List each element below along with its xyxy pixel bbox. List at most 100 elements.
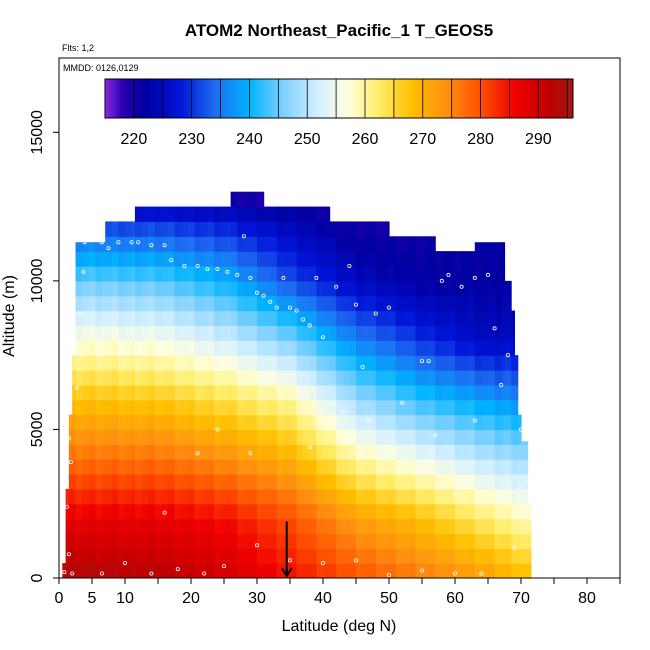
observation-point bbox=[149, 243, 154, 248]
heat-cell bbox=[290, 280, 298, 297]
heat-cell bbox=[422, 325, 430, 341]
heat-cell bbox=[389, 295, 397, 312]
heat-cell bbox=[220, 310, 228, 327]
x-tick-label: 30 bbox=[248, 590, 266, 607]
heat-cell bbox=[134, 563, 143, 578]
heat-cell bbox=[303, 488, 311, 505]
colorbar-segment bbox=[306, 79, 311, 118]
colorbar-segment bbox=[265, 79, 270, 118]
heat-cell bbox=[303, 384, 311, 401]
heat-cell bbox=[82, 310, 90, 327]
heat-cell bbox=[75, 384, 83, 401]
heat-cell bbox=[200, 266, 209, 282]
heat-cell bbox=[257, 236, 265, 252]
heat-cell bbox=[356, 370, 364, 386]
heat-cell bbox=[474, 266, 482, 282]
heat-cell bbox=[349, 355, 357, 371]
x-tick-label: 5 bbox=[88, 590, 97, 607]
heat-cell bbox=[82, 429, 90, 445]
heat-cell bbox=[118, 414, 126, 431]
heat-cell bbox=[517, 488, 522, 505]
heat-cell bbox=[501, 533, 506, 549]
heat-cell bbox=[263, 340, 271, 356]
heat-cell bbox=[448, 399, 456, 416]
heat-cell bbox=[517, 474, 522, 490]
heat-cell bbox=[290, 236, 298, 252]
heat-cell bbox=[481, 518, 489, 535]
heat-cell bbox=[283, 444, 291, 460]
heat-cell bbox=[181, 533, 189, 549]
heat-cell bbox=[263, 295, 271, 312]
heat-cell bbox=[441, 310, 449, 327]
heat-cell bbox=[342, 563, 350, 578]
heat-cell bbox=[474, 474, 482, 490]
observation-point bbox=[248, 451, 253, 456]
heat-cell bbox=[88, 325, 96, 341]
colorbar-segment bbox=[517, 79, 521, 118]
heat-cell bbox=[134, 459, 143, 475]
heat-cell bbox=[187, 399, 195, 416]
heat-cell bbox=[290, 206, 298, 223]
heat-cell bbox=[283, 325, 291, 341]
heat-cell bbox=[214, 221, 222, 237]
heat-cell bbox=[356, 310, 364, 327]
heat-cell bbox=[194, 414, 202, 431]
heat-cell bbox=[105, 518, 113, 535]
heat-cell bbox=[187, 429, 195, 445]
observation-point bbox=[499, 382, 504, 387]
heat-cell bbox=[154, 384, 162, 401]
heat-cell bbox=[220, 340, 228, 356]
heat-cell bbox=[474, 548, 482, 564]
heat-cell bbox=[375, 340, 383, 356]
heat-cell bbox=[283, 459, 291, 475]
heat-cell bbox=[309, 355, 317, 371]
heat-cell bbox=[111, 503, 119, 520]
heat-cell bbox=[435, 503, 443, 520]
heat-cell bbox=[461, 444, 469, 460]
heat-cell bbox=[276, 474, 284, 490]
heat-cell bbox=[207, 280, 215, 297]
heat-cell bbox=[131, 414, 136, 431]
colorbar-segment bbox=[514, 79, 518, 118]
heat-cell bbox=[369, 503, 377, 520]
heat-cell bbox=[408, 474, 416, 490]
heat-cell bbox=[134, 340, 143, 356]
observation-point bbox=[205, 266, 210, 271]
heat-cell bbox=[125, 503, 133, 520]
heat-cell bbox=[154, 414, 162, 431]
heat-cell bbox=[263, 280, 271, 297]
heat-cell bbox=[468, 563, 476, 578]
heat-cell bbox=[227, 251, 232, 267]
heat-cell bbox=[200, 384, 209, 401]
heat-cell bbox=[220, 221, 228, 237]
heat-cell bbox=[494, 266, 502, 282]
heat-cell bbox=[488, 280, 496, 297]
heat-cell bbox=[95, 370, 103, 386]
heat-cell bbox=[181, 399, 189, 416]
heat-cell bbox=[362, 221, 370, 237]
heat-cell bbox=[481, 295, 489, 312]
heat-cell bbox=[448, 340, 456, 356]
heat-cell bbox=[336, 310, 344, 327]
heat-cell bbox=[329, 429, 337, 445]
colorbar-segment bbox=[274, 79, 279, 118]
heat-cell bbox=[131, 444, 136, 460]
observation-point bbox=[281, 275, 286, 280]
observation-point bbox=[353, 558, 358, 563]
heat-cell bbox=[375, 251, 383, 267]
heat-cell bbox=[408, 429, 416, 445]
heat-cell bbox=[501, 459, 506, 475]
heat-cell bbox=[161, 325, 169, 341]
heat-cell bbox=[369, 370, 377, 386]
heat-cell bbox=[111, 236, 119, 252]
heat-cell bbox=[131, 399, 136, 416]
heat-cell bbox=[276, 533, 284, 549]
heat-cell bbox=[237, 518, 245, 535]
colorbar-segment bbox=[473, 79, 477, 118]
heat-cell bbox=[521, 503, 529, 520]
heat-cell bbox=[336, 355, 344, 371]
heat-cell bbox=[375, 384, 383, 401]
heat-cell bbox=[134, 399, 143, 416]
heat-cell bbox=[88, 414, 96, 431]
heat-cell bbox=[220, 236, 228, 252]
